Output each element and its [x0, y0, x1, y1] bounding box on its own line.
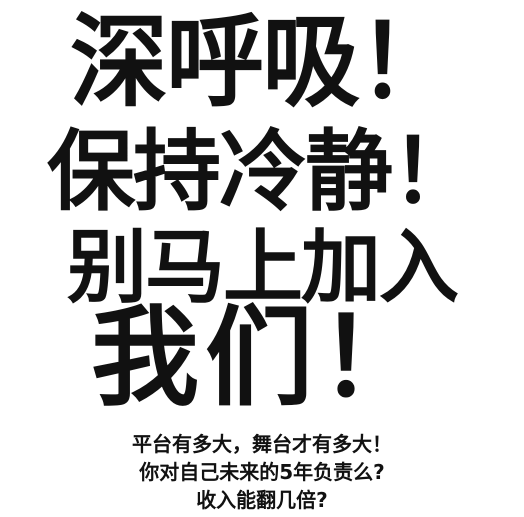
headline-line-2: 保持冷静！: [46, 120, 479, 223]
headline-line-1: 深呼吸！: [69, 4, 456, 122]
headline-line-4: 我们！: [90, 296, 433, 421]
subtext-line-3: 收入能翻几倍?: [196, 488, 328, 512]
subtext-line-2: 你对自己未来的5年负责么?: [139, 460, 385, 484]
headline-line-3: 别马上加入: [67, 221, 459, 314]
subtext-line-1: 平台有多大，舞台才有多大！: [132, 432, 392, 456]
